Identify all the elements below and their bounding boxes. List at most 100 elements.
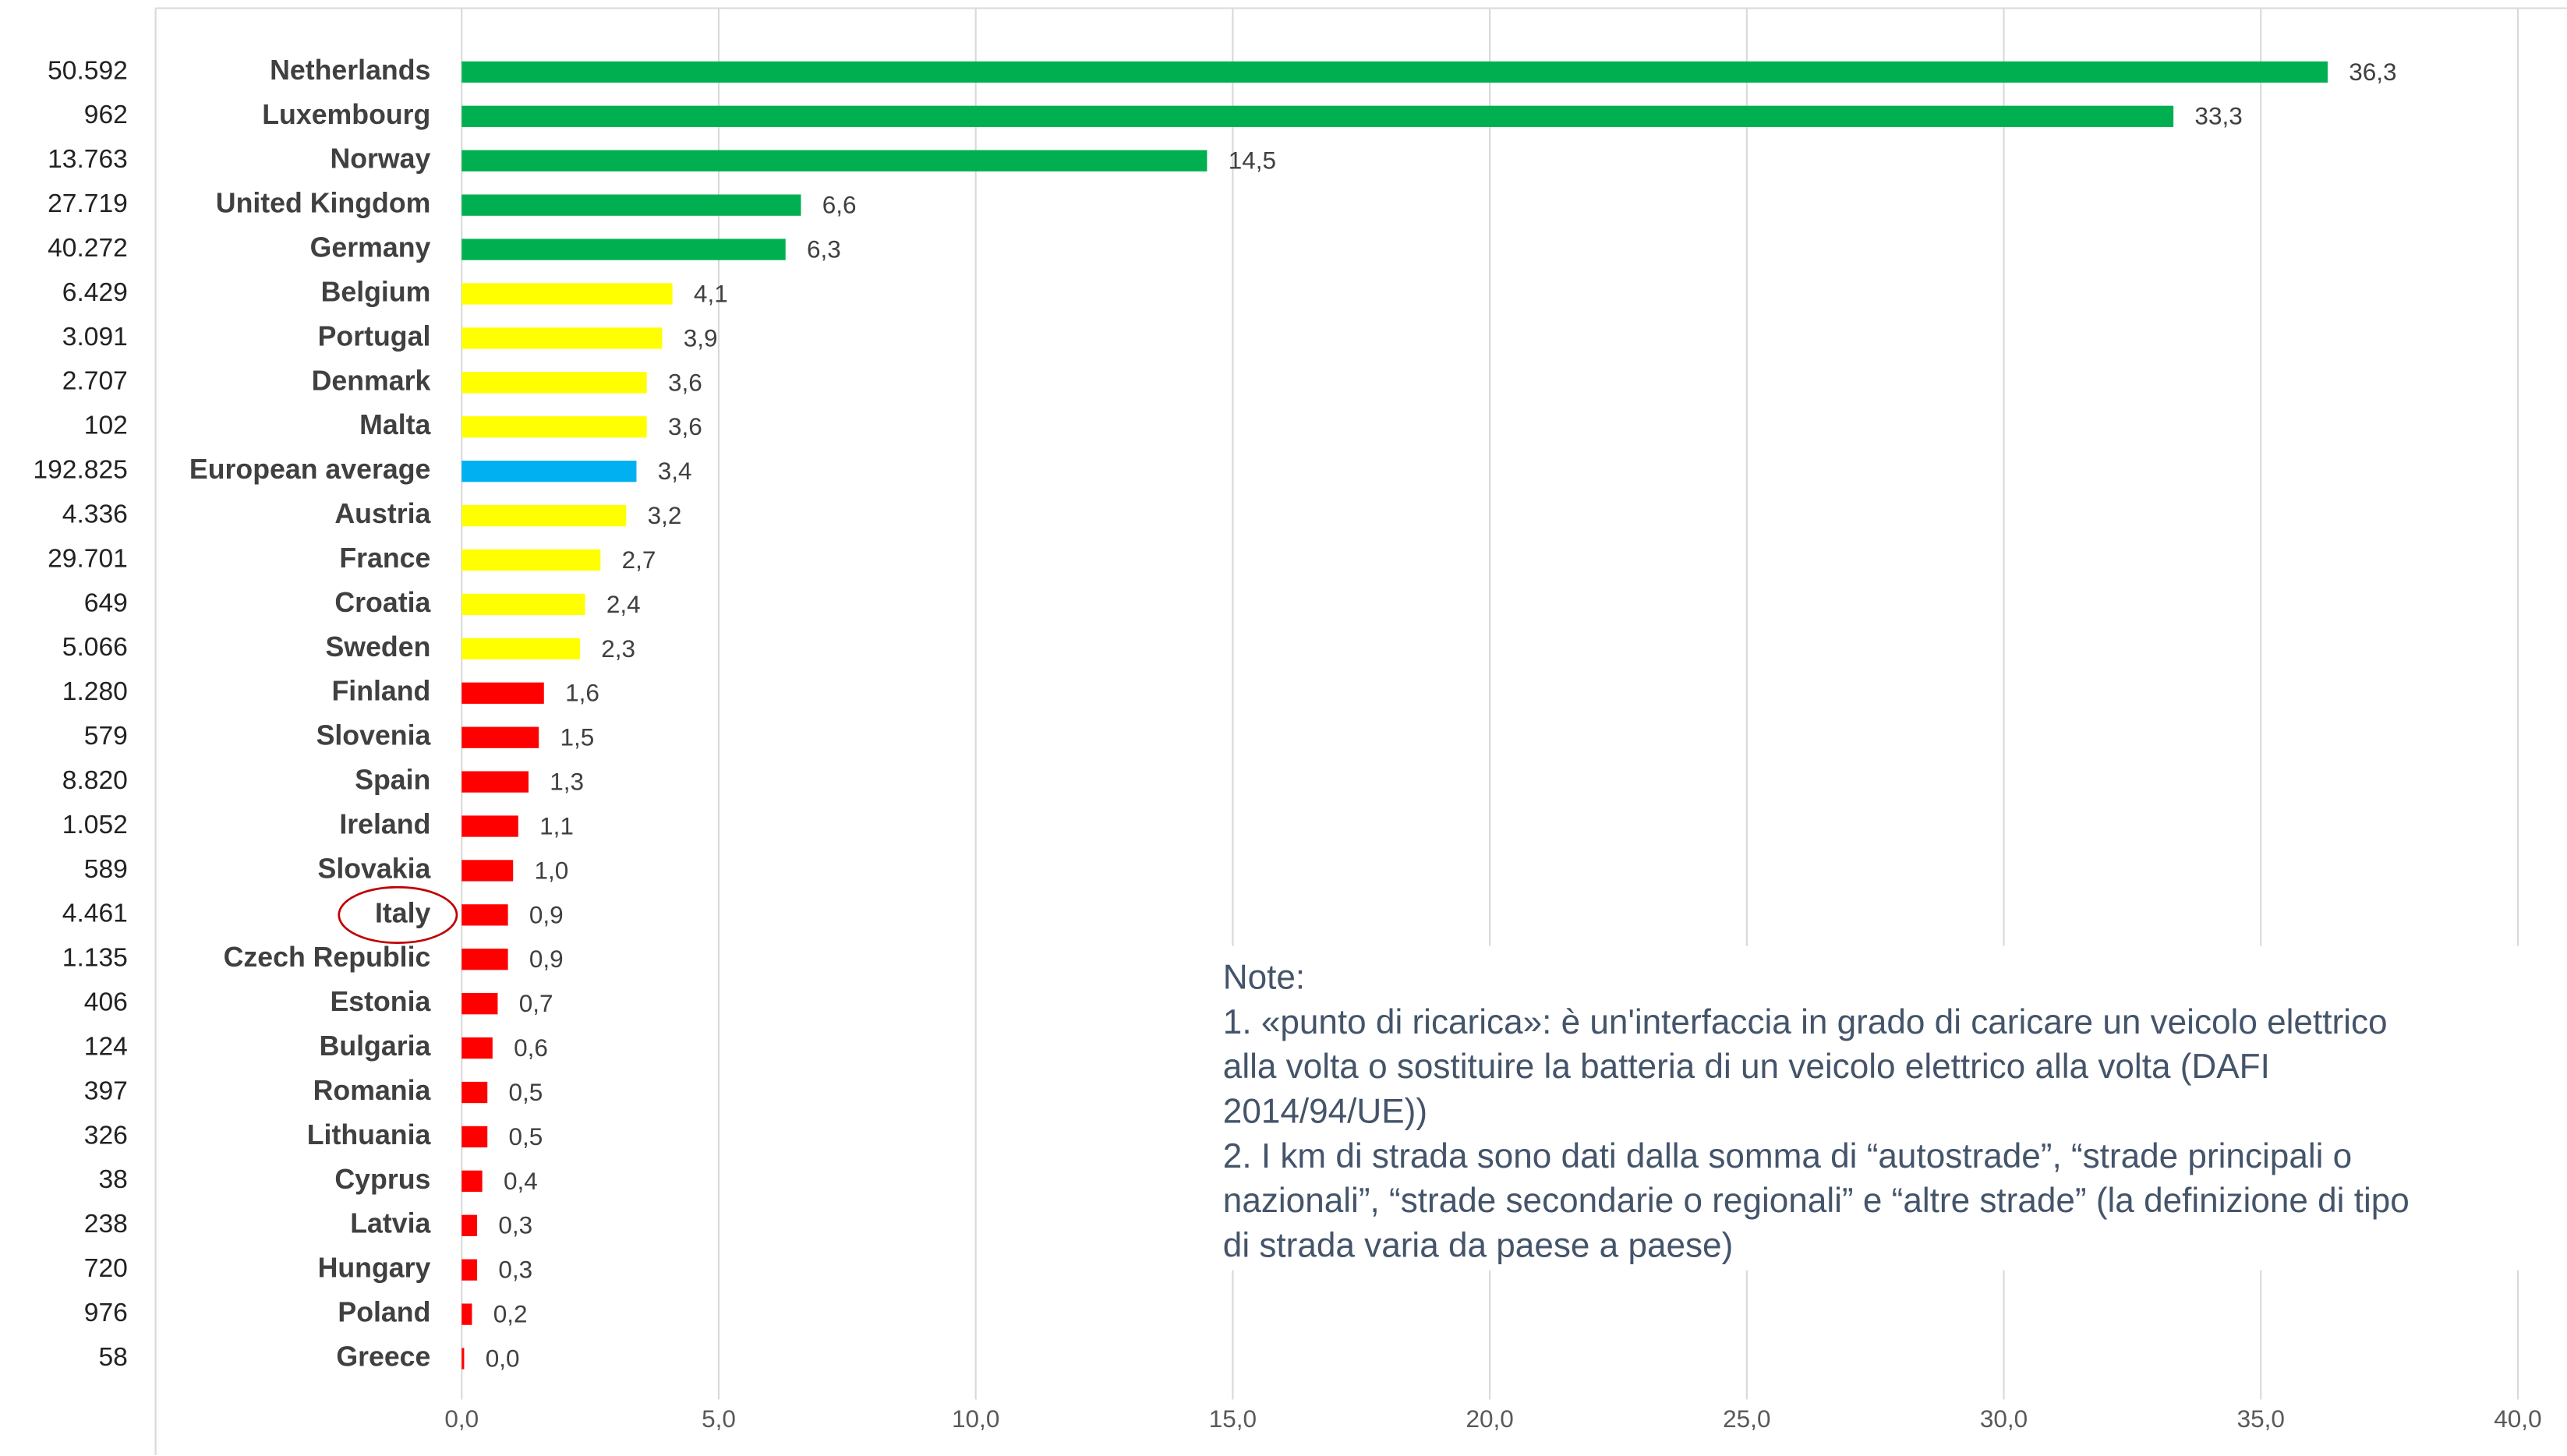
left-label: 8.820 — [62, 766, 128, 795]
left-label: 50.592 — [48, 56, 128, 85]
bar — [461, 150, 1207, 171]
value-label: 0,5 — [509, 1078, 543, 1106]
y-tick-label: Czech Republic — [224, 942, 431, 973]
y-tick-label: Hungary — [318, 1253, 431, 1284]
y-tick-label: Croatia — [334, 587, 431, 618]
left-label: 4.336 — [62, 500, 128, 528]
bar — [461, 61, 2328, 83]
y-tick-label: Greece — [336, 1341, 430, 1372]
value-label: 0,3 — [498, 1256, 532, 1284]
x-tick-label: 5,0 — [702, 1405, 736, 1433]
value-label: 6,6 — [822, 191, 857, 219]
left-label: 397 — [84, 1076, 128, 1105]
y-tick-label: Lithuania — [307, 1119, 432, 1150]
x-tick-label: 20,0 — [1466, 1405, 1513, 1433]
y-tick-label: Netherlands — [270, 55, 430, 86]
y-tick-label: Slovenia — [316, 720, 432, 751]
x-tick-label: 0,0 — [444, 1405, 479, 1433]
y-tick-label: Romania — [313, 1075, 432, 1106]
value-label: 36,3 — [2349, 58, 2396, 86]
left-label: 1.280 — [62, 677, 128, 706]
bar — [461, 1214, 478, 1236]
y-tick-label: Finland — [331, 676, 430, 707]
bar — [461, 1259, 478, 1281]
bar — [461, 327, 663, 349]
note-line: Note: — [1223, 958, 1305, 996]
value-label: 0,9 — [529, 900, 564, 928]
bar — [461, 504, 627, 527]
y-tick-label: Estonia — [330, 986, 431, 1017]
value-label: 2,7 — [622, 546, 656, 574]
left-label: 5.066 — [62, 633, 128, 662]
value-label: 0,5 — [509, 1122, 543, 1150]
y-tick-label: Belgium — [321, 276, 431, 307]
left-label: 192.825 — [33, 456, 127, 485]
left-label: 326 — [84, 1121, 128, 1150]
bar — [461, 682, 544, 704]
value-label: 3,2 — [648, 501, 682, 529]
left-label: 6.429 — [62, 278, 128, 307]
bar — [461, 904, 508, 926]
y-tick-label: Germany — [310, 232, 431, 263]
y-tick-label: Norway — [330, 143, 430, 175]
x-tick-label: 10,0 — [952, 1405, 999, 1433]
value-label: 14,5 — [1229, 147, 1276, 175]
y-tick-label: France — [339, 542, 430, 574]
value-label: 1,3 — [550, 768, 584, 796]
y-tick-label: Italy — [375, 897, 431, 928]
value-label: 1,1 — [539, 811, 574, 839]
bar — [461, 815, 518, 837]
left-label: 38 — [98, 1165, 127, 1194]
note-line: 2. I km di strada sono dati dalla somma … — [1223, 1137, 2352, 1175]
left-label: 3.091 — [62, 323, 128, 352]
y-tick-label: Slovakia — [318, 853, 432, 884]
value-label: 1,5 — [560, 723, 594, 751]
value-label: 1,0 — [535, 856, 569, 884]
y-tick-label: Spain — [355, 765, 430, 796]
left-label: 29.701 — [48, 544, 128, 573]
value-label: 1,6 — [565, 679, 599, 707]
bar — [461, 239, 786, 260]
left-label: 102 — [84, 412, 128, 440]
value-label: 3,6 — [668, 412, 702, 440]
bar — [461, 1126, 488, 1148]
bar — [461, 771, 529, 793]
y-tick-label: European average — [189, 454, 430, 485]
y-tick-label: Ireland — [339, 808, 430, 839]
left-label: 4.461 — [62, 899, 128, 928]
x-tick-label: 40,0 — [2494, 1405, 2541, 1433]
value-label: 0,4 — [504, 1167, 538, 1195]
bar — [461, 1170, 483, 1193]
y-tick-label: Luxembourg — [262, 99, 430, 130]
x-tick-label: 30,0 — [1980, 1405, 2028, 1433]
left-label: 579 — [84, 722, 128, 751]
bar — [461, 194, 801, 216]
bar — [461, 593, 585, 616]
bar — [461, 1081, 488, 1104]
y-tick-label: Bulgaria — [320, 1030, 432, 1062]
note-line: 1. «punto di ricarica»: è un'interfaccia… — [1223, 1003, 2388, 1041]
y-tick-label: Portugal — [318, 320, 431, 352]
left-label: 40.272 — [48, 234, 128, 263]
y-tick-label: Latvia — [350, 1208, 431, 1239]
left-label: 962 — [84, 101, 128, 129]
value-label: 2,4 — [606, 590, 641, 618]
bar — [461, 993, 498, 1015]
left-label: 649 — [84, 588, 128, 617]
left-label: 2.707 — [62, 367, 128, 396]
y-tick-label: Poland — [338, 1297, 430, 1328]
x-tick-label: 35,0 — [2237, 1405, 2285, 1433]
value-label: 0,3 — [498, 1211, 532, 1239]
bar — [461, 726, 539, 748]
value-label: 0,2 — [493, 1300, 528, 1328]
left-label: 238 — [84, 1210, 128, 1239]
y-tick-label: Denmark — [312, 365, 431, 396]
note-line: alla volta o sostituire la batteria di u… — [1223, 1048, 2270, 1086]
value-label: 0,0 — [486, 1344, 520, 1372]
value-label: 3,4 — [658, 457, 692, 485]
value-label: 3,9 — [684, 323, 718, 352]
left-label: 58 — [98, 1343, 127, 1372]
value-label: 2,3 — [601, 634, 635, 663]
bar — [461, 1348, 465, 1369]
